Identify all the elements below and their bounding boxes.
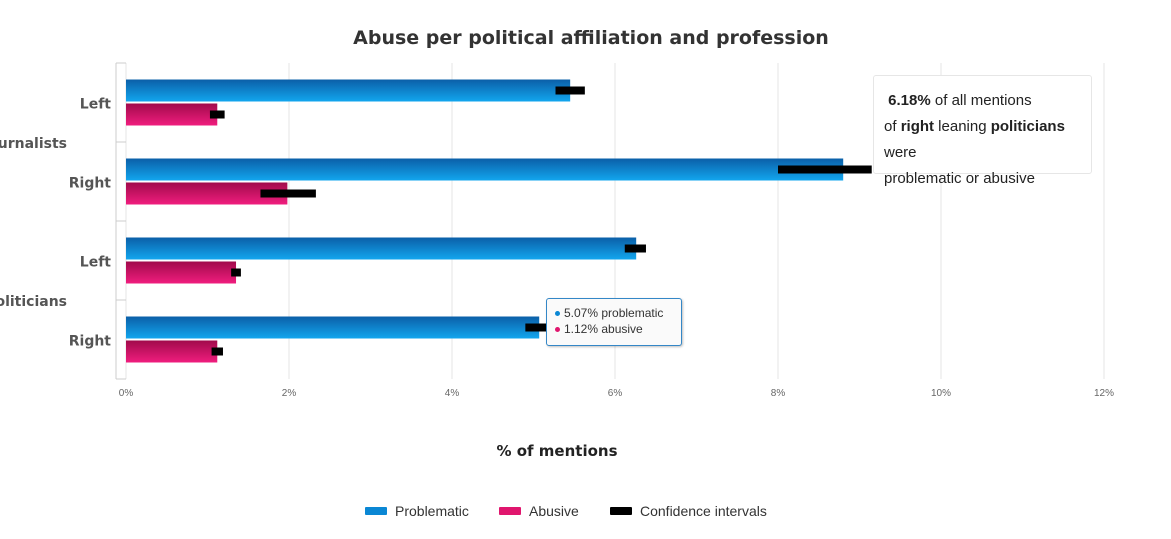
category-labels: Left Right Left Right: [69, 97, 112, 350]
legend-swatch: [610, 507, 632, 515]
problematic-bar[interactable]: [126, 316, 540, 339]
annotation-value: 6.18%: [888, 92, 931, 109]
confidence-interval: [211, 347, 223, 356]
annotation-line-2: of right leaning politicians were: [884, 114, 1081, 166]
confidence-interval: [231, 268, 241, 277]
annotation-line-1: 6.18% of all mentions: [884, 88, 1081, 114]
group-label: Journalists: [0, 136, 67, 152]
y-axis: [115, 62, 126, 380]
legend-item[interactable]: Confidence intervals: [610, 503, 767, 519]
group-labels: Journalists Politicians: [0, 136, 67, 310]
abusive-dot-icon: [555, 327, 560, 333]
legend-label: Confidence intervals: [640, 503, 767, 519]
annotation-line-3: problematic or abusive: [884, 170, 1035, 187]
legend-label: Problematic: [395, 503, 469, 519]
category-label: Left: [80, 97, 112, 113]
x-tick-label: 12%: [1094, 388, 1114, 399]
confidence-interval: [260, 189, 316, 198]
group-label: Politicians: [0, 294, 67, 310]
x-tick-label: 4%: [445, 388, 460, 399]
x-tick-label: 2%: [282, 388, 297, 399]
annotation-box: 6.18% of all mentions of right leaning p…: [873, 75, 1092, 187]
x-tick-label: 10%: [931, 388, 951, 399]
annotation-bold: right: [900, 118, 935, 135]
confidence-interval: [624, 244, 646, 253]
confidence-interval: [525, 323, 554, 332]
confidence-interval: [778, 165, 872, 174]
tooltip-line-problematic: 5.07% problematic: [555, 305, 673, 321]
abusive-bar[interactable]: [126, 340, 218, 363]
annotation-bold: politicians: [990, 118, 1065, 135]
legend[interactable]: Problematic Abusive Confidence intervals: [365, 503, 767, 519]
problematic-bar[interactable]: [126, 237, 637, 260]
legend-swatch: [499, 507, 521, 515]
legend-item[interactable]: Problematic: [365, 503, 469, 519]
tooltip-text: 1.12% abusive: [564, 322, 643, 336]
abusive-bar[interactable]: [126, 182, 288, 205]
x-axis-label: % of mentions: [496, 442, 617, 460]
legend-item[interactable]: Abusive: [499, 503, 579, 519]
bars[interactable]: [126, 79, 844, 363]
confidence-interval: [555, 86, 585, 95]
problematic-bar[interactable]: [126, 79, 571, 102]
annotation-text: leaning: [934, 118, 991, 135]
tooltip: 5.07% problematic 1.12% abusive: [546, 298, 682, 346]
x-tick-label: 0%: [119, 388, 134, 399]
chart-title: Abuse per political affiliation and prof…: [353, 27, 829, 49]
annotation-text: were: [884, 144, 917, 161]
abusive-bar[interactable]: [126, 103, 218, 126]
annotation-text: of: [884, 118, 901, 135]
category-label: Right: [69, 334, 112, 350]
x-tick-label: 6%: [608, 388, 623, 399]
category-label: Right: [69, 176, 112, 192]
abusive-bar[interactable]: [126, 261, 237, 284]
problematic-dot-icon: [555, 311, 560, 317]
tooltip-line-abusive: 1.12% abusive: [555, 321, 673, 337]
category-label: Left: [80, 255, 112, 271]
confidence-interval: [209, 110, 225, 119]
tooltip-text: 5.07% problematic: [564, 306, 664, 320]
problematic-bar[interactable]: [126, 158, 844, 181]
annotation-text: of all mentions: [930, 92, 1032, 109]
x-tick-labels: 0% 2% 4% 6% 8% 10% 12%: [119, 388, 1114, 399]
confidence-intervals: [209, 86, 872, 356]
legend-label: Abusive: [529, 503, 579, 519]
x-tick-label: 8%: [771, 388, 786, 399]
legend-swatch: [365, 507, 387, 515]
